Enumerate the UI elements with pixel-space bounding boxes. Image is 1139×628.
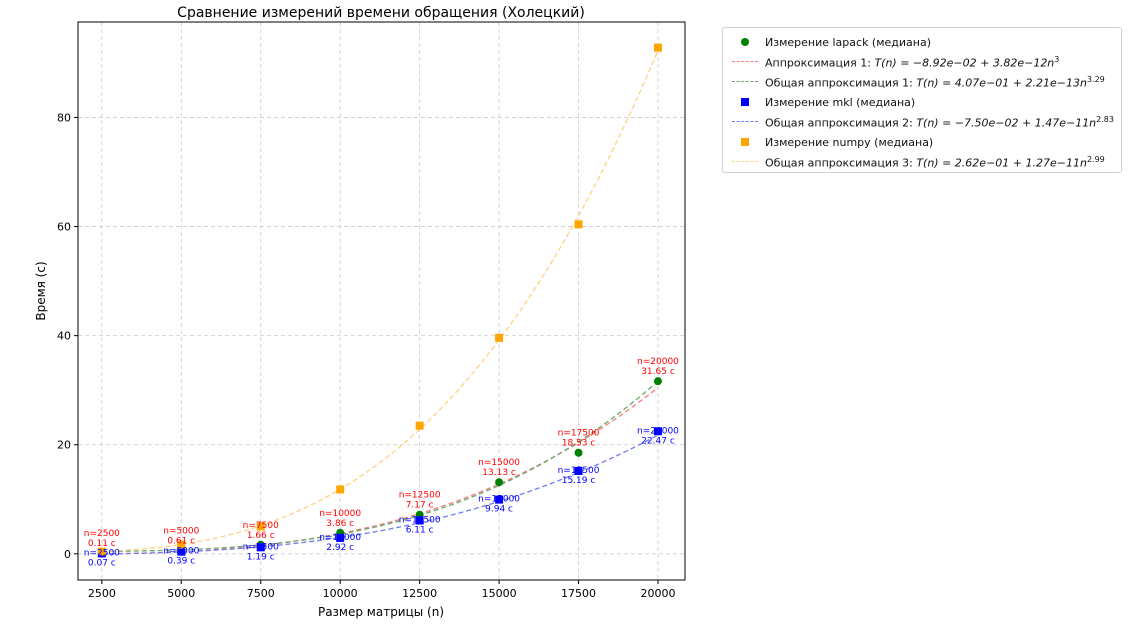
data-point [177, 547, 186, 556]
grid [78, 22, 685, 580]
point-annotation: n=5000 0.61 с [163, 526, 199, 546]
data-point [653, 427, 662, 436]
point-annotation: n=7500 1.66 с [243, 521, 279, 541]
data-point [574, 448, 583, 457]
data-point [574, 466, 583, 475]
legend-swatch-gen3 [731, 155, 759, 169]
legend-label-lapack: Измерение lapack (медиана) [765, 35, 932, 49]
legend-gen2-exp: 2.83 [1096, 114, 1114, 124]
data-point [495, 333, 504, 342]
legend-item-fit1: Аппроксимация 1: T(n) = −8.92e−02 + 3.82… [731, 52, 1113, 72]
legend-item-gen1: Общая аппроксимация 1: T(n) = 4.07e−01 +… [731, 72, 1113, 92]
legend-item-numpy: Измерение numpy (медиана) [731, 132, 1113, 152]
legend-item-gen3: Общая аппроксимация 3: T(n) = 2.62e−01 +… [731, 152, 1113, 172]
data-point [574, 220, 583, 229]
fit-curve [101, 380, 659, 553]
data-point [495, 495, 504, 504]
legend-swatch-fit1 [731, 55, 759, 69]
data-point [336, 485, 345, 494]
fit-curves [101, 50, 659, 555]
legend-gen2-formula: T(n) = −7.50e−02 + 1.47e−11n [916, 116, 1097, 130]
legend-gen3-formula: T(n) = 2.62e−01 + 1.27e−11n [916, 156, 1087, 170]
legend-fit1-formula: T(n) = −8.92e−02 + 3.82e−12n [874, 56, 1055, 70]
data-points [97, 43, 662, 558]
point-annotations: n=2500 0.11 с n=5000 0.61 с n=7500 1.66 с n=10… [84, 357, 679, 568]
legend-item-gen2: Общая аппроксимация 2: T(n) = −7.50e−02 … [731, 112, 1114, 132]
axis-ticks: 2500 5000 7500 10000 12500 15000 17500 20000 0 20… [57, 111, 675, 600]
y-tick-label: 60 [57, 221, 71, 234]
legend-label-gen3: Общая аппроксимация 3: T(n) = 2.62e−01 +… [765, 155, 1105, 170]
point-annotation: n=20000 31.65 с [637, 357, 679, 377]
legend-swatch-gen1 [731, 75, 759, 89]
legend-item-mkl: Измерение mkl (медиана) [731, 92, 1113, 112]
legend-gen3-exp: 2.99 [1086, 154, 1105, 164]
legend-label-mkl: Измерение mkl (медиана) [765, 95, 916, 109]
legend-gen2-prefix: Общая аппроксимация 2: [765, 116, 917, 130]
chart-title: Сравнение измерений времени обращения (Х… [177, 5, 585, 21]
legend-label-numpy: Измерение numpy (медиана) [765, 135, 934, 149]
legend-label-fit1: Аппроксимация 1: T(n) = −8.92e−02 + 3.82… [765, 55, 1059, 70]
legend-gen1-exp: 3.29 [1086, 74, 1105, 84]
y-tick-label: 40 [57, 330, 71, 343]
point-annotation: n=2500 0.11 с [84, 529, 120, 549]
legend-swatch-numpy [731, 135, 759, 149]
y-tick-label: 80 [57, 111, 71, 124]
data-point [653, 377, 662, 386]
point-annotation: n=10000 3.86 с [319, 509, 361, 529]
data-point [495, 478, 504, 487]
x-tick-label: 2500 [88, 587, 116, 600]
data-point [415, 421, 424, 430]
data-point [256, 543, 265, 552]
legend-label-gen2: Общая аппроксимация 2: T(n) = −7.50e−02 … [765, 115, 1114, 130]
point-annotation: n=2500 0.07 с [84, 548, 120, 568]
x-tick-label: 15000 [482, 587, 517, 600]
data-point [256, 522, 265, 531]
x-axis-label: Размер матрицы (n) [318, 605, 444, 619]
y-tick-label: 20 [57, 439, 71, 452]
legend-label-gen1: Общая аппроксимация 1: T(n) = 4.07e−01 +… [765, 75, 1105, 90]
point-annotation: n=15000 9.94 с [478, 495, 520, 515]
x-tick-label: 5000 [167, 587, 195, 600]
fit-curve [101, 50, 659, 553]
legend-swatch-lapack [731, 35, 759, 49]
y-tick-label: 0 [64, 548, 71, 561]
legend: Измерение lapack (медиана) Аппроксимация… [722, 27, 1122, 173]
x-tick-label: 12500 [402, 587, 437, 600]
data-point [415, 516, 424, 525]
plot-frame [77, 21, 686, 581]
legend-swatch-gen2 [731, 115, 759, 129]
legend-swatch-mkl [731, 95, 759, 109]
point-annotation: n=10000 2.92 с [319, 533, 361, 553]
x-tick-label: 10000 [323, 587, 358, 600]
x-tick-label: 17500 [561, 587, 596, 600]
point-annotation: n=7500 1.19 с [243, 542, 279, 562]
point-annotation: n=17500 18.53 с [558, 429, 600, 449]
legend-gen3-prefix: Общая аппроксимация 3: [765, 156, 917, 170]
point-annotation: n=20000 22.47 с [637, 426, 679, 446]
point-annotation: n=17500 15.19 с [558, 466, 600, 486]
legend-gen1-formula: T(n) = 4.07e−01 + 2.21e−13n [916, 76, 1087, 90]
point-annotation: n=5000 0.39 с [163, 547, 199, 567]
point-annotation: n=12500 7.17 с [399, 491, 441, 511]
fit-curve [101, 434, 659, 555]
x-tick-label: 20000 [640, 587, 675, 600]
x-tick-label: 7500 [247, 587, 275, 600]
point-annotation: n=15000 13.13 с [478, 458, 520, 478]
y-axis-label: Время (с) [34, 261, 48, 320]
legend-item-lapack: Измерение lapack (медиана) [731, 32, 1113, 52]
data-point [336, 533, 345, 542]
point-annotation: n=12500 6.11 с [399, 515, 441, 535]
data-point [177, 540, 186, 549]
legend-fit1-prefix: Аппроксимация 1: [765, 56, 875, 70]
legend-gen1-prefix: Общая аппроксимация 1: [765, 76, 917, 90]
legend-fit1-exp: 3 [1054, 54, 1060, 64]
data-point [653, 43, 662, 52]
data-point [97, 547, 106, 556]
